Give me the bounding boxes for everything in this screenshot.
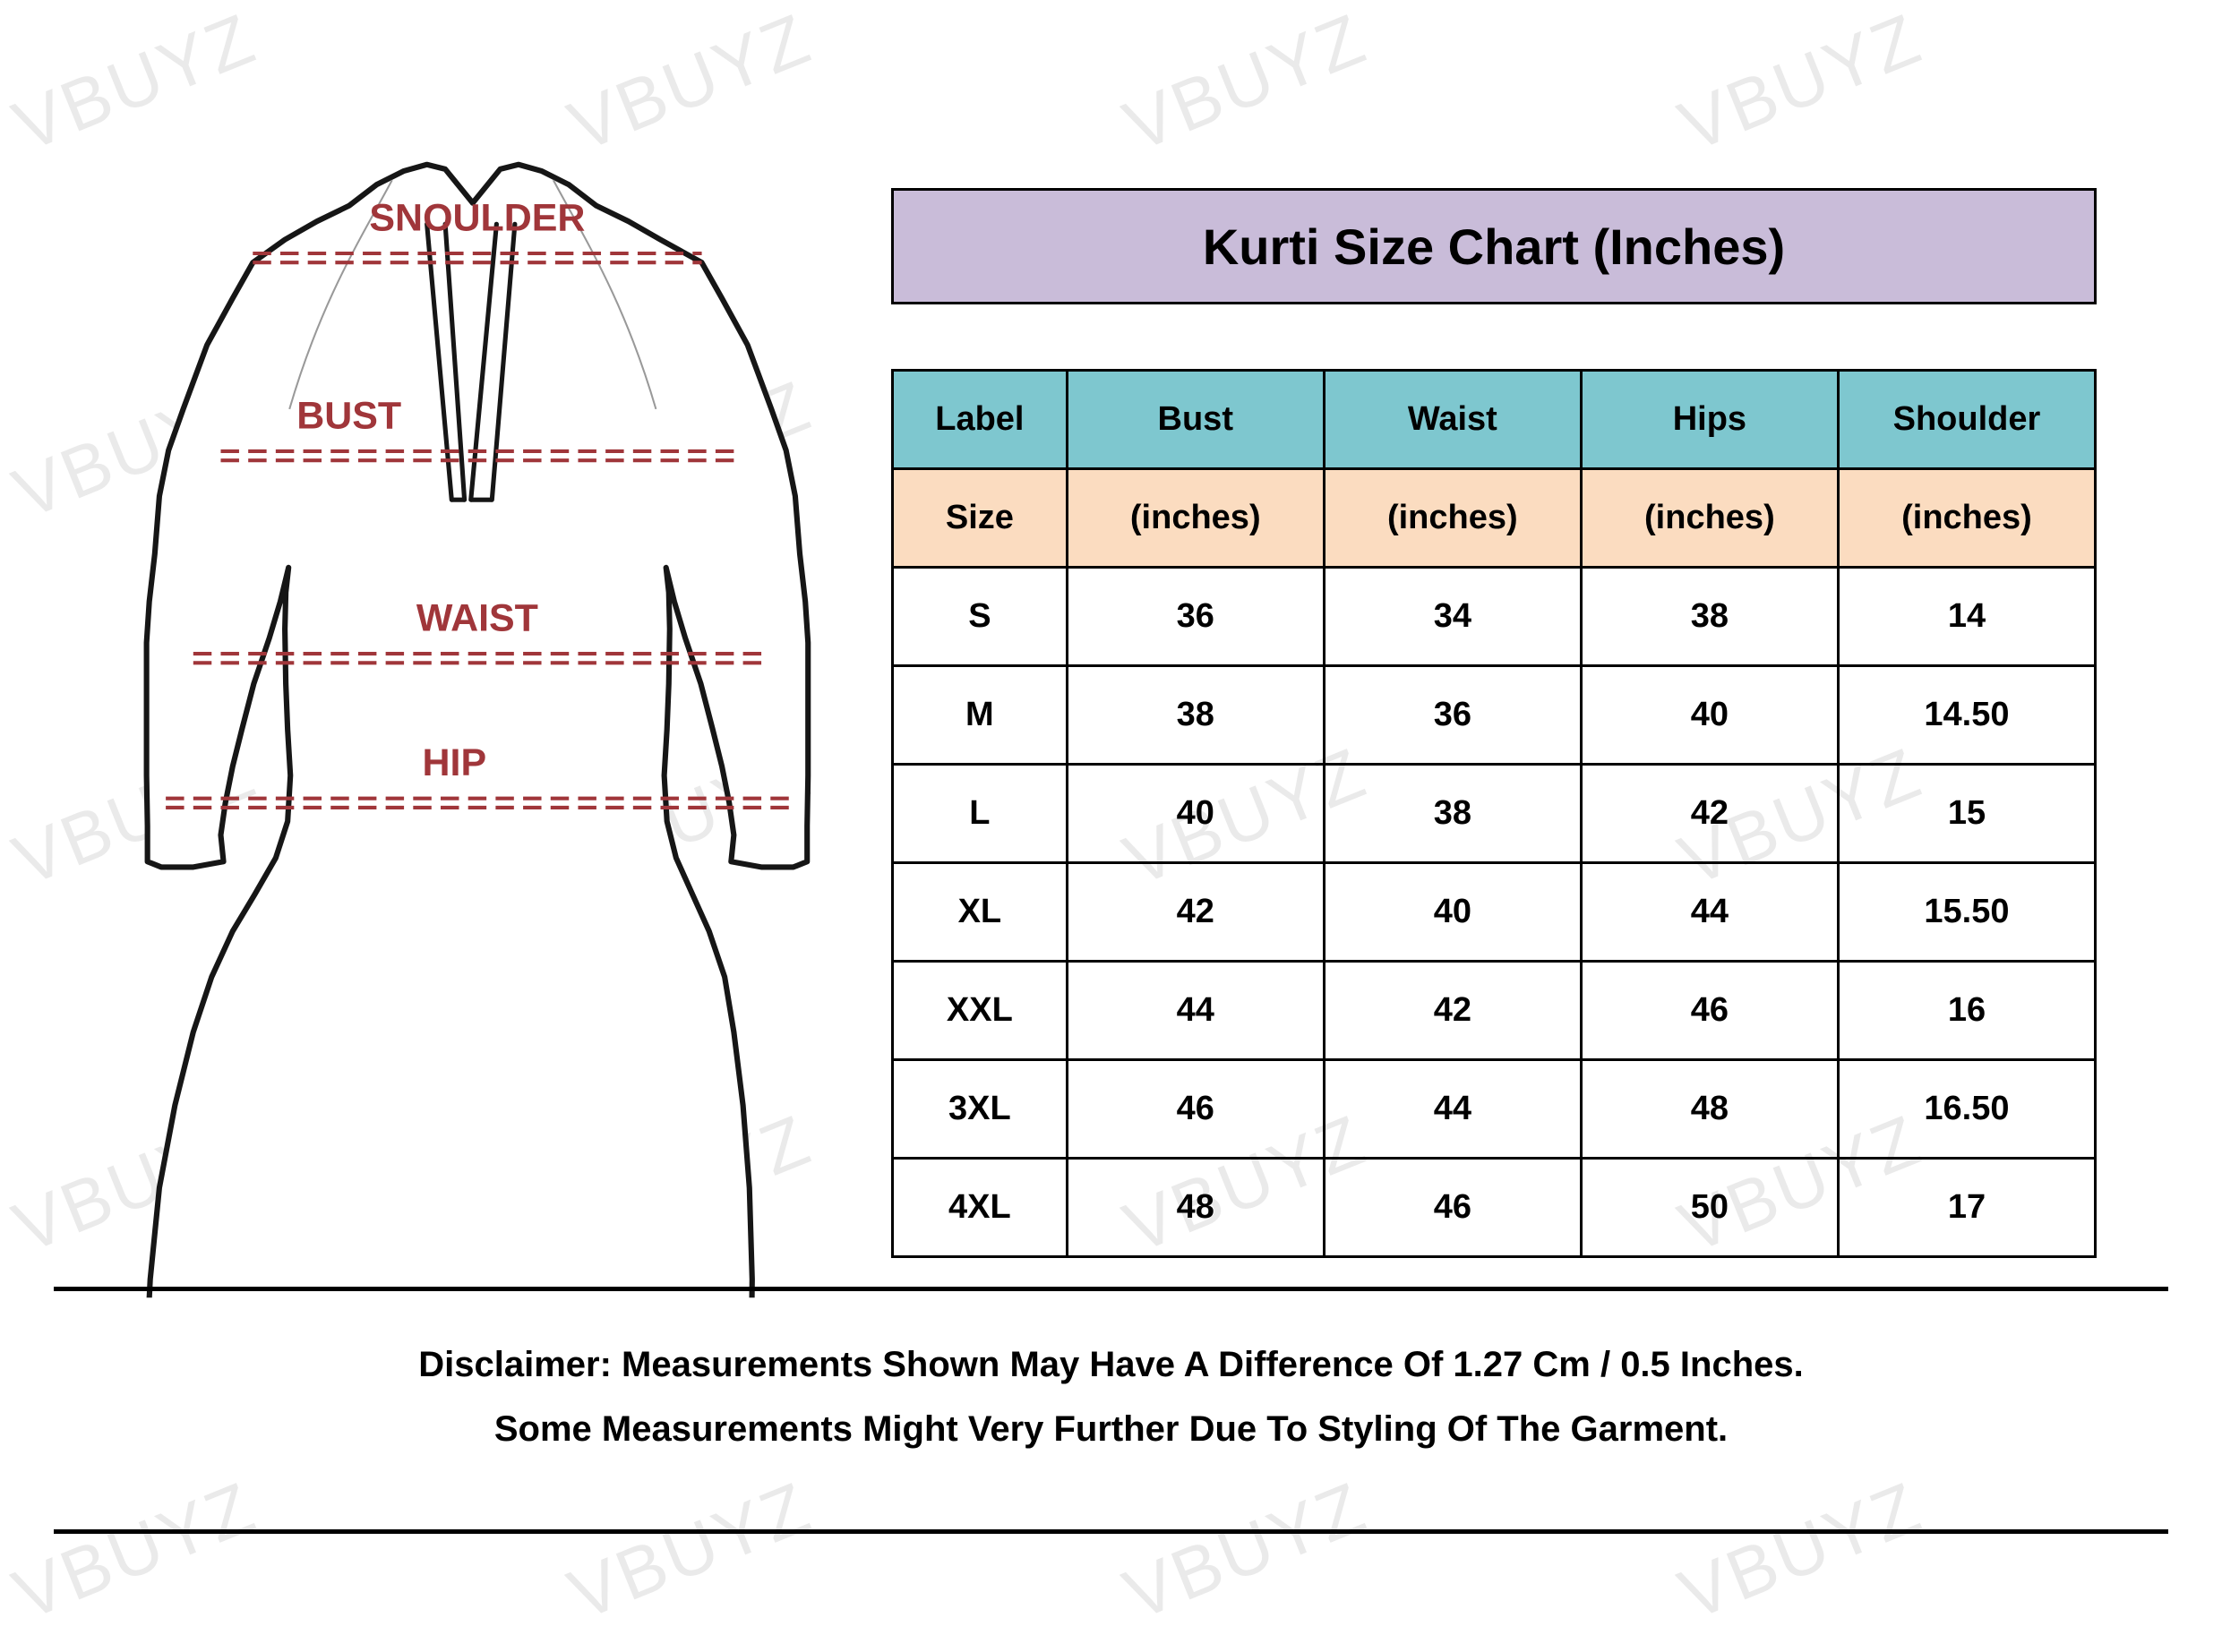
svg-text:BUST: BUST: [296, 394, 401, 437]
svg-text:SNOULDER: SNOULDER: [369, 196, 585, 239]
svg-text:WAIST: WAIST: [416, 596, 538, 639]
svg-text:HIP: HIP: [423, 741, 487, 784]
